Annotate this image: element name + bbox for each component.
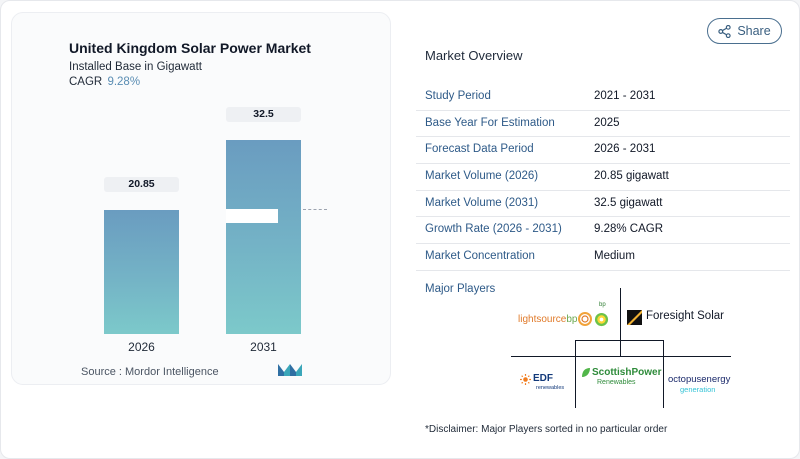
bar-2031 (226, 140, 301, 334)
gap-dashed-line (303, 209, 327, 210)
lightsource-suffix: bp (566, 314, 578, 325)
lightsource-swirl-icon (578, 312, 592, 326)
bar-value-label: 20.85 (104, 176, 179, 192)
overview-value: 9.28% CAGR (594, 223, 664, 236)
gap-marker (226, 209, 278, 223)
market-overview-table: Study Period 2021 - 2031 Base Year For Es… (416, 84, 790, 271)
grid-line (663, 340, 664, 408)
overview-value: 32.5 gigawatt (594, 196, 663, 209)
scottishpower-leaf-icon (582, 368, 590, 377)
overview-value: 2021 - 2031 (594, 90, 656, 102)
scottishpower-sub-text: Renewables (597, 379, 636, 386)
scottishpower-renewables-logo: ScottishPower Renewables (578, 366, 662, 390)
overview-key: Study Period (425, 90, 491, 102)
overview-row: Market Volume (2026) 20.85 gigawatt (416, 164, 790, 191)
overview-value: 20.85 gigawatt (594, 170, 669, 183)
overview-row: Market Volume (2031) 32.5 gigawatt (416, 191, 790, 218)
chart-subtitle: Installed Base in Gigawatt (69, 61, 202, 73)
grid-line (511, 356, 731, 357)
foresight-icon (627, 310, 642, 325)
edf-text: EDF (533, 373, 553, 384)
overview-row: Base Year For Estimation 2025 (416, 111, 790, 138)
grid-line (620, 288, 621, 356)
overview-row: Forecast Data Period 2026 - 2031 (416, 137, 790, 165)
cagr-label: CAGR (69, 76, 103, 88)
bp-helios-icon (594, 312, 609, 327)
major-players-title: Major Players (425, 283, 496, 295)
edf-sun-icon (520, 374, 531, 385)
foresight-solar-logo: Foresight Solar (627, 309, 727, 327)
overview-key: Growth Rate (2026 - 2031) (425, 223, 562, 236)
edf-renewables-logo: EDF renewables (520, 372, 565, 394)
cagr-line: CAGR 9.28% (69, 76, 140, 88)
overview-row: Market Concentration Medium (416, 244, 790, 271)
share-label: Share (737, 24, 771, 38)
overview-key: Base Year For Estimation (425, 116, 555, 129)
overview-value: 2026 - 2031 (594, 143, 656, 156)
octopus-text: octopusenergy (668, 374, 731, 385)
share-icon (718, 24, 731, 38)
lightsource-text: lightsource (518, 314, 567, 325)
x-axis-label: 2026 (128, 340, 155, 354)
overview-value: 2025 (594, 116, 620, 129)
chart-card (11, 12, 391, 385)
overview-key: Forecast Data Period (425, 143, 534, 156)
grid-line (575, 340, 576, 408)
market-overview-title: Market Overview (425, 48, 523, 63)
overview-row: Study Period 2021 - 2031 (416, 84, 790, 111)
source-text: Source : Mordor Intelligence (81, 366, 219, 378)
overview-row: Growth Rate (2026 - 2031) 9.28% CAGR (416, 217, 790, 245)
overview-value: Medium (594, 250, 635, 263)
disclaimer-text: *Disclaimer: Major Players sorted in no … (425, 424, 668, 435)
bp-mark: bp (599, 302, 606, 308)
cagr-value: 9.28% (107, 76, 141, 88)
grid-line (575, 340, 663, 341)
scottishpower-text: ScottishPower (592, 367, 662, 378)
mordor-intelligence-logo (278, 364, 302, 376)
bar-value-label: 32.5 (226, 107, 301, 122)
overview-key: Market Concentration (425, 250, 535, 263)
octopus-energy-logo: octopusenergy generation (668, 374, 732, 396)
foresight-text: Foresight Solar (646, 310, 724, 322)
lightsource-bp-logo: lightsourcebp bp (518, 302, 613, 330)
chart-title: United Kingdom Solar Power Market (69, 40, 311, 56)
overview-key: Market Volume (2031) (425, 196, 539, 209)
overview-key: Market Volume (2026) (425, 170, 539, 183)
octopus-sub-text: generation (680, 385, 716, 394)
edf-sub-text: renewables (536, 385, 565, 391)
bar-2026 (104, 209, 179, 334)
share-button[interactable]: Share (707, 18, 782, 44)
x-axis-label: 2031 (250, 340, 277, 354)
